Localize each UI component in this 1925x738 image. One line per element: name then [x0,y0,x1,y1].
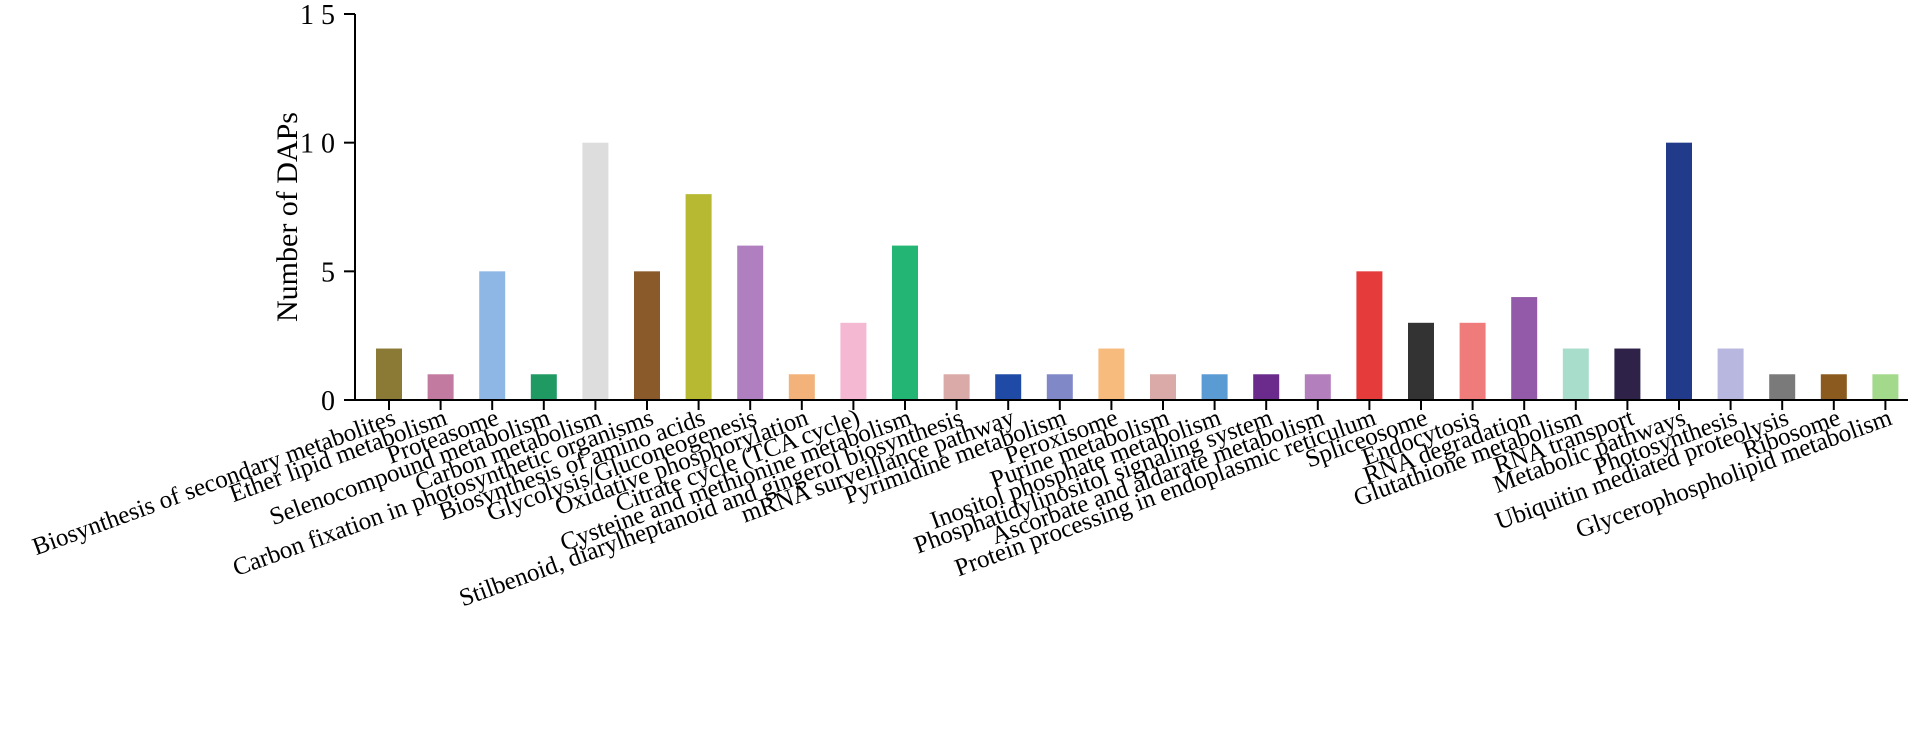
bar [530,374,557,400]
bar [1769,374,1796,400]
bar [1872,374,1899,400]
bar [685,194,712,400]
bar [427,374,454,400]
bar [376,348,402,400]
x-tick-labels: Biosynthesis of secondary metabolitesEth… [29,404,1896,612]
bar [1614,348,1641,400]
bar [1511,297,1538,400]
y-tick-label: 1 0 [300,129,335,160]
bar [737,245,764,400]
bar [1408,322,1434,400]
y-ticks: 0 5 1 0 1 5 [300,0,355,417]
bar [1356,271,1383,400]
x-ticks [388,400,1887,410]
bar [634,271,660,400]
y-tick-label: 0 [321,386,335,417]
bar [892,245,918,400]
bar [479,271,506,400]
y-axis-title: Number of DAPs [271,112,304,322]
bar [1201,374,1228,400]
bar [1717,348,1744,400]
bar [1253,374,1280,400]
y-tick-label: 1 5 [300,0,335,31]
bar [1820,374,1847,400]
bars [376,142,1899,400]
bar [1459,322,1486,400]
bar [840,322,867,400]
bar [995,374,1022,400]
bar [943,374,970,400]
bar [1562,348,1589,400]
bar [788,374,815,400]
bar [1150,374,1176,400]
bar [1046,374,1073,400]
bar [1666,142,1692,400]
y-tick-label: 5 [321,257,335,288]
axes [354,14,1908,401]
bar [582,142,609,400]
bar [1304,374,1331,400]
bar [1098,348,1125,400]
